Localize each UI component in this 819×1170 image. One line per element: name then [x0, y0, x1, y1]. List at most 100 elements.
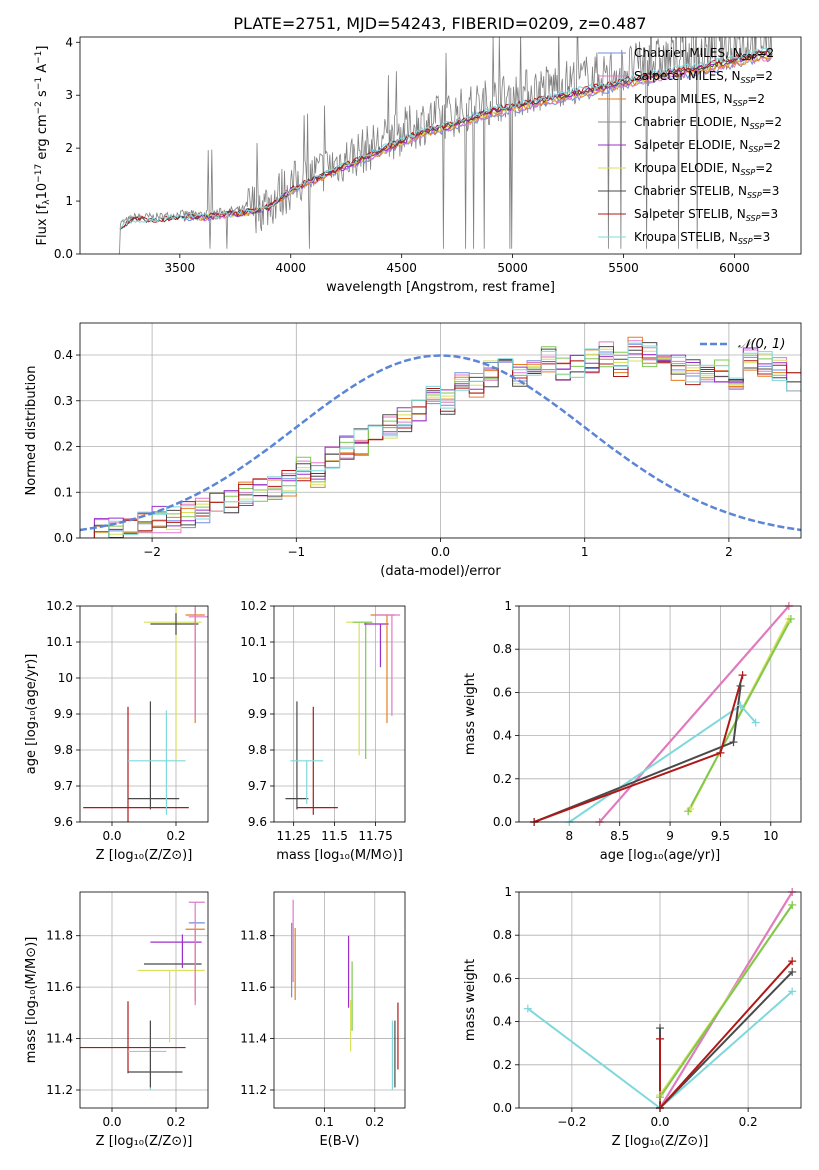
y-tick-label: 10.2 — [46, 599, 73, 613]
y-tick-label: 1 — [65, 194, 73, 208]
legend-entry: Chabrier STELIB, NSSP=3 — [634, 184, 779, 200]
x-tick-label: 5500 — [608, 261, 639, 275]
y-tick-label: 2 — [65, 141, 73, 155]
y-tick-label: 0.0 — [54, 247, 73, 261]
legend-entry: Kroupa STELIB, NSSP=3 — [634, 230, 770, 246]
y-tick-label: 9.8 — [248, 743, 267, 757]
y-tick-label: 9.9 — [54, 707, 73, 721]
x-tick-label: 4000 — [275, 261, 306, 275]
axes-frame — [273, 605, 406, 823]
y-tick-label: 11.6 — [46, 980, 73, 994]
y-tick-label: 0.8 — [493, 642, 512, 656]
panel-weight_vs_Z: −0.2 0.0 0.2 0.0 0.2 0.4 0.6 0.8 1 Z [log₁₀(Z/Z⊙)… — [463, 885, 802, 1149]
y-tick-label: 10.2 — [240, 599, 267, 613]
weight-marker — [656, 1093, 664, 1102]
y-tick-label: 0.2 — [493, 772, 512, 786]
x-tick-label: 0.0 — [431, 545, 450, 559]
y-tick-label: 11.8 — [240, 929, 267, 943]
axes-frame — [79, 322, 802, 539]
y-tick-label: 0.2 — [54, 440, 73, 454]
x-tick-label: 0.2 — [365, 1115, 384, 1129]
y-tick-label: 10.1 — [240, 635, 267, 649]
y-tick-label: 10 — [58, 671, 73, 685]
panel-residual_hist: −2 −1 0.0 1 2 0.0 0.1 0.2 0.3 0.4 (data-model)/err… — [24, 322, 802, 579]
x-tick-label: 0.2 — [739, 1115, 758, 1129]
axes-frame — [79, 891, 209, 1109]
weight-marker — [656, 1024, 664, 1033]
weight-line-green — [687, 618, 792, 812]
y-axis-label: mass [log₁₀(M/M⊙)] — [24, 937, 39, 1064]
legend-entry: Kroupa MILES, NSSP=2 — [634, 92, 765, 108]
y-tick-label: 0.6 — [493, 685, 512, 699]
y-axis-label: mass weight — [463, 673, 478, 755]
y-tick-label: 9.6 — [248, 815, 267, 829]
y-tick-label: 0.4 — [493, 729, 512, 743]
x-tick-label: 9 — [666, 829, 674, 843]
y-tick-label: 11.2 — [240, 1083, 267, 1097]
legend-entry: Salpeter ELODIE, NSSP=2 — [634, 138, 781, 154]
y-tick-label: 0.4 — [493, 1015, 512, 1029]
y-tick-label: 0.6 — [493, 971, 512, 985]
figure-title: PLATE=2751, MJD=54243, FIBERID=0209, z=0… — [233, 14, 646, 33]
x-tick-label: 4500 — [386, 261, 417, 275]
weight-marker — [788, 957, 797, 966]
x-tick-label: 6000 — [719, 261, 750, 275]
x-tick-label: 8.5 — [610, 829, 629, 843]
weight-marker — [656, 1034, 664, 1043]
x-tick-label: 8 — [566, 829, 574, 843]
weight-marker — [729, 738, 738, 747]
plot-area — [117, 37, 773, 254]
x-tick-label: −0.2 — [557, 1115, 586, 1129]
y-tick-label: 0.0 — [54, 531, 73, 545]
y-tick-label: 11.4 — [240, 1032, 267, 1046]
y-tick-label: 0.2 — [493, 1058, 512, 1072]
y-tick-label: 1 — [504, 885, 512, 899]
hist-kSTELIB — [80, 342, 801, 538]
x-tick-label: 10 — [763, 829, 778, 843]
y-tick-label: 1 — [504, 599, 512, 613]
y-tick-label: 9.6 — [54, 815, 73, 829]
x-tick-label: 0.0 — [102, 829, 121, 843]
x-tick-label: 9.5 — [711, 829, 730, 843]
x-tick-label: 0.0 — [102, 1115, 121, 1129]
y-tick-label: 11.6 — [240, 980, 267, 994]
y-tick-label: 3 — [65, 88, 73, 102]
x-axis-label: mass [log₁₀(M/M⊙)] — [276, 848, 403, 863]
plot-area — [80, 323, 801, 538]
legend-entry: Chabrier ELODIE, NSSP=2 — [634, 115, 782, 131]
y-axis-label: mass weight — [463, 959, 478, 1041]
panel-mass_vs_ebv: 0.1 0.2 11.2 11.4 11.6 11.8 E(B-V) — [240, 891, 406, 1149]
x-axis-label: (data-model)/error — [380, 564, 501, 579]
x-tick-label: 1 — [581, 545, 589, 559]
weight-marker — [738, 671, 747, 680]
y-tick-label: 10 — [252, 671, 267, 685]
plot-area — [519, 892, 801, 1108]
legend-entry: 𝒩(0, 1) — [738, 337, 785, 352]
y-tick-label: 0.0 — [493, 1101, 512, 1115]
x-axis-label: age [log₁₀(age/yr)] — [600, 848, 721, 863]
y-tick-label: 0.1 — [54, 485, 73, 499]
axes-frame — [79, 36, 802, 255]
weight-marker — [788, 967, 797, 976]
weight-marker — [684, 807, 693, 816]
plot-area — [274, 606, 405, 822]
weight-marker — [788, 900, 797, 909]
plot-area — [80, 606, 208, 822]
y-axis-label: Flux [fλ10−17 erg cm−2 s−1 A−1] — [34, 46, 52, 246]
x-tick-label: 11.5 — [321, 829, 348, 843]
x-tick-label: 2 — [725, 545, 733, 559]
legend-entry: Salpeter STELIB, NSSP=3 — [634, 207, 778, 223]
y-tick-label: 4 — [65, 35, 73, 49]
spectrum-model-sSTELIB — [119, 48, 773, 230]
weight-line-green — [659, 904, 794, 1098]
legend-entry: Kroupa ELODIE, NSSP=2 — [634, 161, 773, 177]
weight-line-kSTELIB — [527, 990, 793, 1108]
y-tick-label: 9.7 — [248, 779, 267, 793]
y-tick-label: 0.0 — [493, 815, 512, 829]
x-tick-label: −2 — [143, 545, 161, 559]
y-tick-label: 11.4 — [46, 1032, 73, 1046]
y-tick-label: 9.7 — [54, 779, 73, 793]
panel-age_vs_Z: 0.0 0.2 9.6 9.7 9.8 9.9 10 10.1 10.2 Z [log₁₀(Z/Z… — [24, 599, 209, 863]
legend-entry: Salpeter MILES, NSSP=2 — [634, 69, 773, 85]
plot-area — [80, 892, 208, 1108]
